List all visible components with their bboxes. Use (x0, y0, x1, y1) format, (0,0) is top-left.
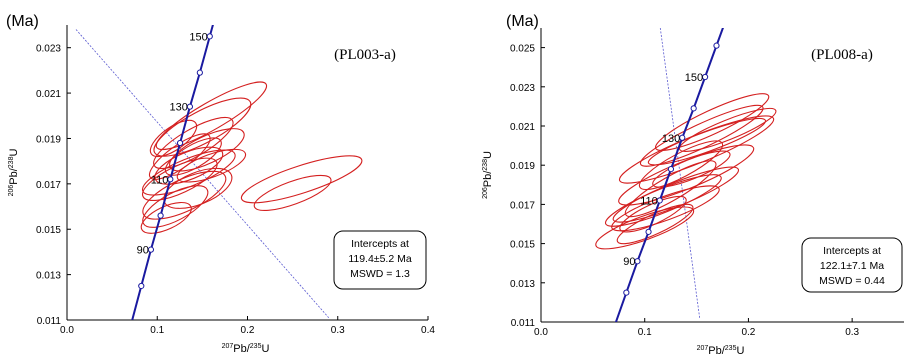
concordia-panel-2: 0.0 0.1 0.2 0.3 0.011 0.013 0.015 0.017 0.019 0.0… (482, 13, 904, 356)
y-tick-label: 0.023 (510, 83, 535, 94)
x-tick-label: 0.0 (60, 325, 74, 336)
error-ellipse (652, 150, 731, 188)
y-tick-label: 0.021 (510, 122, 535, 133)
error-ellipse (141, 149, 236, 196)
age-label: 90 (137, 245, 149, 257)
error-ellipse (616, 203, 694, 245)
y-tick-label: 0.019 (510, 161, 535, 172)
y-tick-label: 0.015 (510, 240, 535, 251)
x-tick-label: 0.2 (741, 327, 755, 338)
y-tick-label: 0.017 (510, 200, 535, 211)
error-ellipse (604, 174, 722, 227)
error-ellipse (169, 128, 245, 172)
age-label: 90 (623, 256, 635, 268)
x-tick-label: 0.3 (331, 325, 345, 336)
error-ellipse (647, 117, 767, 166)
error-ellipse (624, 160, 717, 218)
age-marker (206, 33, 213, 40)
age-label: 150 (685, 72, 703, 84)
age-marker (645, 228, 652, 235)
error-ellipse (654, 93, 770, 152)
intercept-title: Intercepts at (351, 238, 409, 250)
plot-area (75, 25, 363, 320)
age-marker (176, 139, 184, 147)
x-tick-label: 0.4 (421, 325, 435, 336)
mswd-value: MSWD = 0.44 (819, 275, 885, 287)
age-marker (656, 197, 663, 204)
error-ellipse (164, 137, 222, 176)
y-tick-label: 0.017 (36, 180, 61, 191)
age-marker (138, 282, 145, 290)
error-ellipse (176, 148, 247, 183)
y-tick-label: 0.013 (36, 271, 61, 282)
error-ellipse (140, 201, 192, 234)
error-ellipse (678, 107, 777, 152)
sample-label: (PL003-a) (334, 47, 396, 63)
y-tick-label: 0.015 (36, 225, 61, 236)
error-ellipse (253, 174, 332, 211)
age-label: 130 (170, 102, 188, 114)
y-tick-label: 0.021 (36, 89, 61, 100)
y-tick-label: 0.011 (511, 318, 536, 329)
intercept-box (801, 237, 903, 293)
error-ellipse (142, 185, 209, 228)
x-axis-title: 207Pb/235U (222, 343, 270, 355)
error-ellipse (595, 206, 695, 250)
age-marker (679, 134, 686, 141)
y-tick-label: 0.025 (510, 44, 535, 55)
age-label: 110 (640, 195, 658, 207)
age-label: 150 (189, 31, 207, 43)
age-marker (186, 103, 194, 110)
age-marker (634, 258, 641, 265)
intercept-box (333, 230, 427, 290)
age-marker (701, 73, 709, 81)
unit-label: (Ma) (6, 13, 39, 30)
y-axis-title: 206Pb/238U (8, 149, 20, 197)
mswd-value: MSWD = 1.3 (350, 268, 410, 280)
age-marker (623, 289, 630, 296)
x-tick-label: 0.1 (150, 325, 164, 336)
age-marker (167, 176, 174, 183)
concordia-panel-1: 0.0 0.1 0.2 0.3 0.4 0.011 0.013 0.015 0.017 0.019… (6, 13, 435, 355)
age-marker (713, 42, 720, 49)
age-marker (690, 105, 697, 112)
error-ellipse (155, 81, 268, 151)
age-label: 110 (151, 174, 169, 186)
x-axis-title: 207Pb/235U (697, 345, 745, 356)
error-ellipse (639, 104, 764, 167)
y-tick-label: 0.013 (510, 279, 535, 290)
x-tick-label: 0.2 (241, 325, 255, 336)
intercept-age: 119.4±5.2 Ma (348, 253, 412, 265)
y-tick-label: 0.023 (36, 44, 61, 55)
unit-label: (Ma) (506, 13, 539, 30)
sample-label: (PL008-a) (811, 47, 873, 63)
y-axis-title: 206Pb/238U (482, 151, 494, 199)
concordia-curve (131, 25, 214, 320)
y-tick-label: 0.011 (37, 316, 62, 327)
plot-area (595, 28, 777, 322)
x-tick-label: 0.1 (638, 327, 652, 338)
error-ellipse (619, 195, 687, 233)
x-tick-label: 0.0 (534, 327, 548, 338)
intercept-title: Intercepts at (823, 245, 881, 257)
error-ellipse (149, 119, 198, 158)
x-tick-label: 0.3 (845, 327, 859, 338)
y-tick-label: 0.019 (36, 134, 61, 145)
age-marker (196, 69, 203, 76)
age-marker (667, 166, 675, 173)
intercept-age: 122.1±7.1 Ma (820, 260, 884, 272)
age-marker (157, 212, 164, 219)
age-marker (147, 246, 155, 253)
age-label: 130 (662, 133, 680, 145)
discordia-line (75, 29, 330, 318)
error-ellipse (240, 155, 363, 204)
